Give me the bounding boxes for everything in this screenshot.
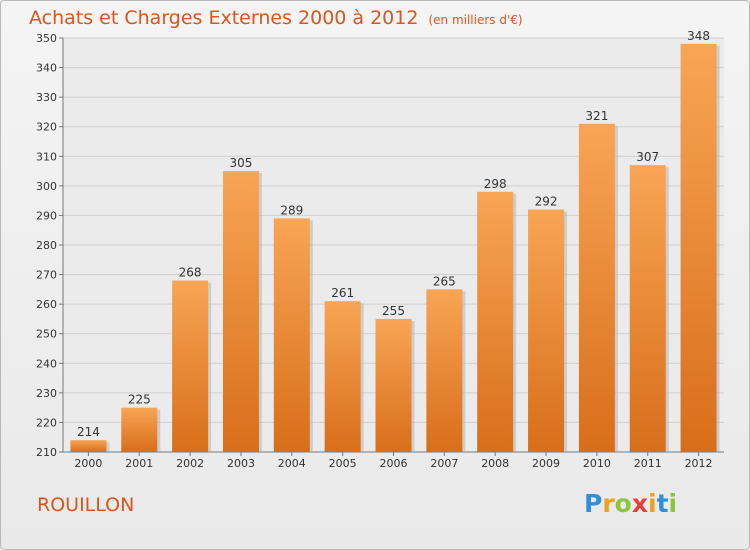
x-tick-label: 2009 — [532, 457, 560, 470]
x-tick-label: 2001 — [125, 457, 153, 470]
bar-value-label: 268 — [179, 265, 202, 279]
x-tick-label: 2007 — [430, 457, 458, 470]
proxiti-logo: Proxiti — [584, 489, 677, 518]
y-tick-label: 220 — [36, 416, 57, 429]
y-tick-label: 210 — [36, 446, 57, 459]
x-tick-label: 2003 — [227, 457, 255, 470]
bar — [70, 440, 107, 452]
x-tick-label: 2006 — [380, 457, 408, 470]
bar-value-label: 321 — [585, 109, 608, 123]
y-tick-label: 300 — [36, 180, 57, 193]
bar — [629, 165, 666, 452]
y-tick-label: 280 — [36, 239, 57, 252]
bar — [680, 43, 717, 453]
bar-value-label: 292 — [535, 195, 558, 209]
y-tick-label: 310 — [36, 150, 57, 163]
bar-value-label: 307 — [636, 150, 659, 164]
bar — [528, 209, 565, 452]
logo-letter: x — [631, 489, 648, 518]
logo-letter: r — [602, 489, 615, 518]
logo-letter: t — [656, 489, 669, 518]
y-tick-label: 320 — [36, 121, 57, 134]
bar — [222, 171, 259, 453]
x-tick-label: 2008 — [481, 457, 509, 470]
bar — [477, 191, 514, 452]
x-tick-label: 2004 — [278, 457, 306, 470]
y-tick-label: 250 — [36, 328, 57, 341]
x-tick-label: 2002 — [176, 457, 204, 470]
y-tick-label: 230 — [36, 387, 57, 400]
chart-title: Achats et Charges Externes 2000 à 2012 (e… — [29, 7, 523, 37]
bar — [172, 280, 209, 452]
bar-value-label: 255 — [382, 304, 405, 318]
bar — [273, 218, 310, 452]
x-tick-label: 2005 — [329, 457, 357, 470]
x-tick-label: 2011 — [634, 457, 662, 470]
bar-value-label: 225 — [128, 393, 151, 407]
x-tick-label: 2010 — [583, 457, 611, 470]
bar-value-label: 261 — [331, 286, 354, 300]
x-tick-label: 2000 — [74, 457, 102, 470]
bar — [121, 407, 158, 452]
logo-letter: i — [648, 489, 657, 518]
y-tick-label: 240 — [36, 357, 57, 370]
chart-title-text: Achats et Charges Externes 2000 à 2012 — [29, 7, 419, 29]
bar — [426, 289, 463, 452]
bar-value-label: 348 — [687, 29, 710, 43]
y-tick-label: 260 — [36, 298, 57, 311]
y-tick-label: 270 — [36, 269, 57, 282]
bar — [324, 301, 361, 452]
x-tick-label: 2012 — [685, 457, 713, 470]
bar-value-label: 214 — [77, 425, 100, 439]
bar — [375, 318, 412, 452]
bar-value-label: 305 — [230, 156, 253, 170]
logo-letter: P — [584, 489, 603, 518]
bar-value-label: 289 — [280, 203, 303, 217]
y-tick-label: 330 — [36, 91, 57, 104]
bar-value-label: 298 — [484, 177, 507, 191]
bar — [578, 123, 615, 452]
commune-name: ROUILLON — [37, 494, 135, 516]
y-tick-label: 350 — [36, 32, 57, 45]
chart-subtitle: (en milliers d'€) — [428, 13, 523, 27]
y-tick-label: 340 — [36, 62, 57, 75]
logo-letter: i — [668, 489, 678, 518]
bar-value-label: 265 — [433, 274, 456, 288]
logo-letter: o — [614, 489, 632, 518]
y-tick-label: 290 — [36, 209, 57, 222]
